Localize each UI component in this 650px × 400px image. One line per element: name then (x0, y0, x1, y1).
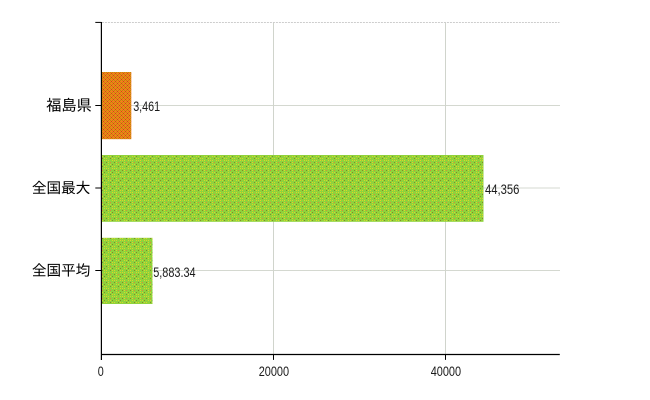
svg-text:40000: 40000 (431, 364, 461, 380)
svg-text:5,883.34: 5,883.34 (153, 265, 195, 281)
svg-text:44,356: 44,356 (485, 182, 519, 198)
svg-text:3,461: 3,461 (133, 99, 160, 115)
svg-text:0: 0 (98, 364, 104, 380)
svg-text:20000: 20000 (259, 364, 289, 380)
